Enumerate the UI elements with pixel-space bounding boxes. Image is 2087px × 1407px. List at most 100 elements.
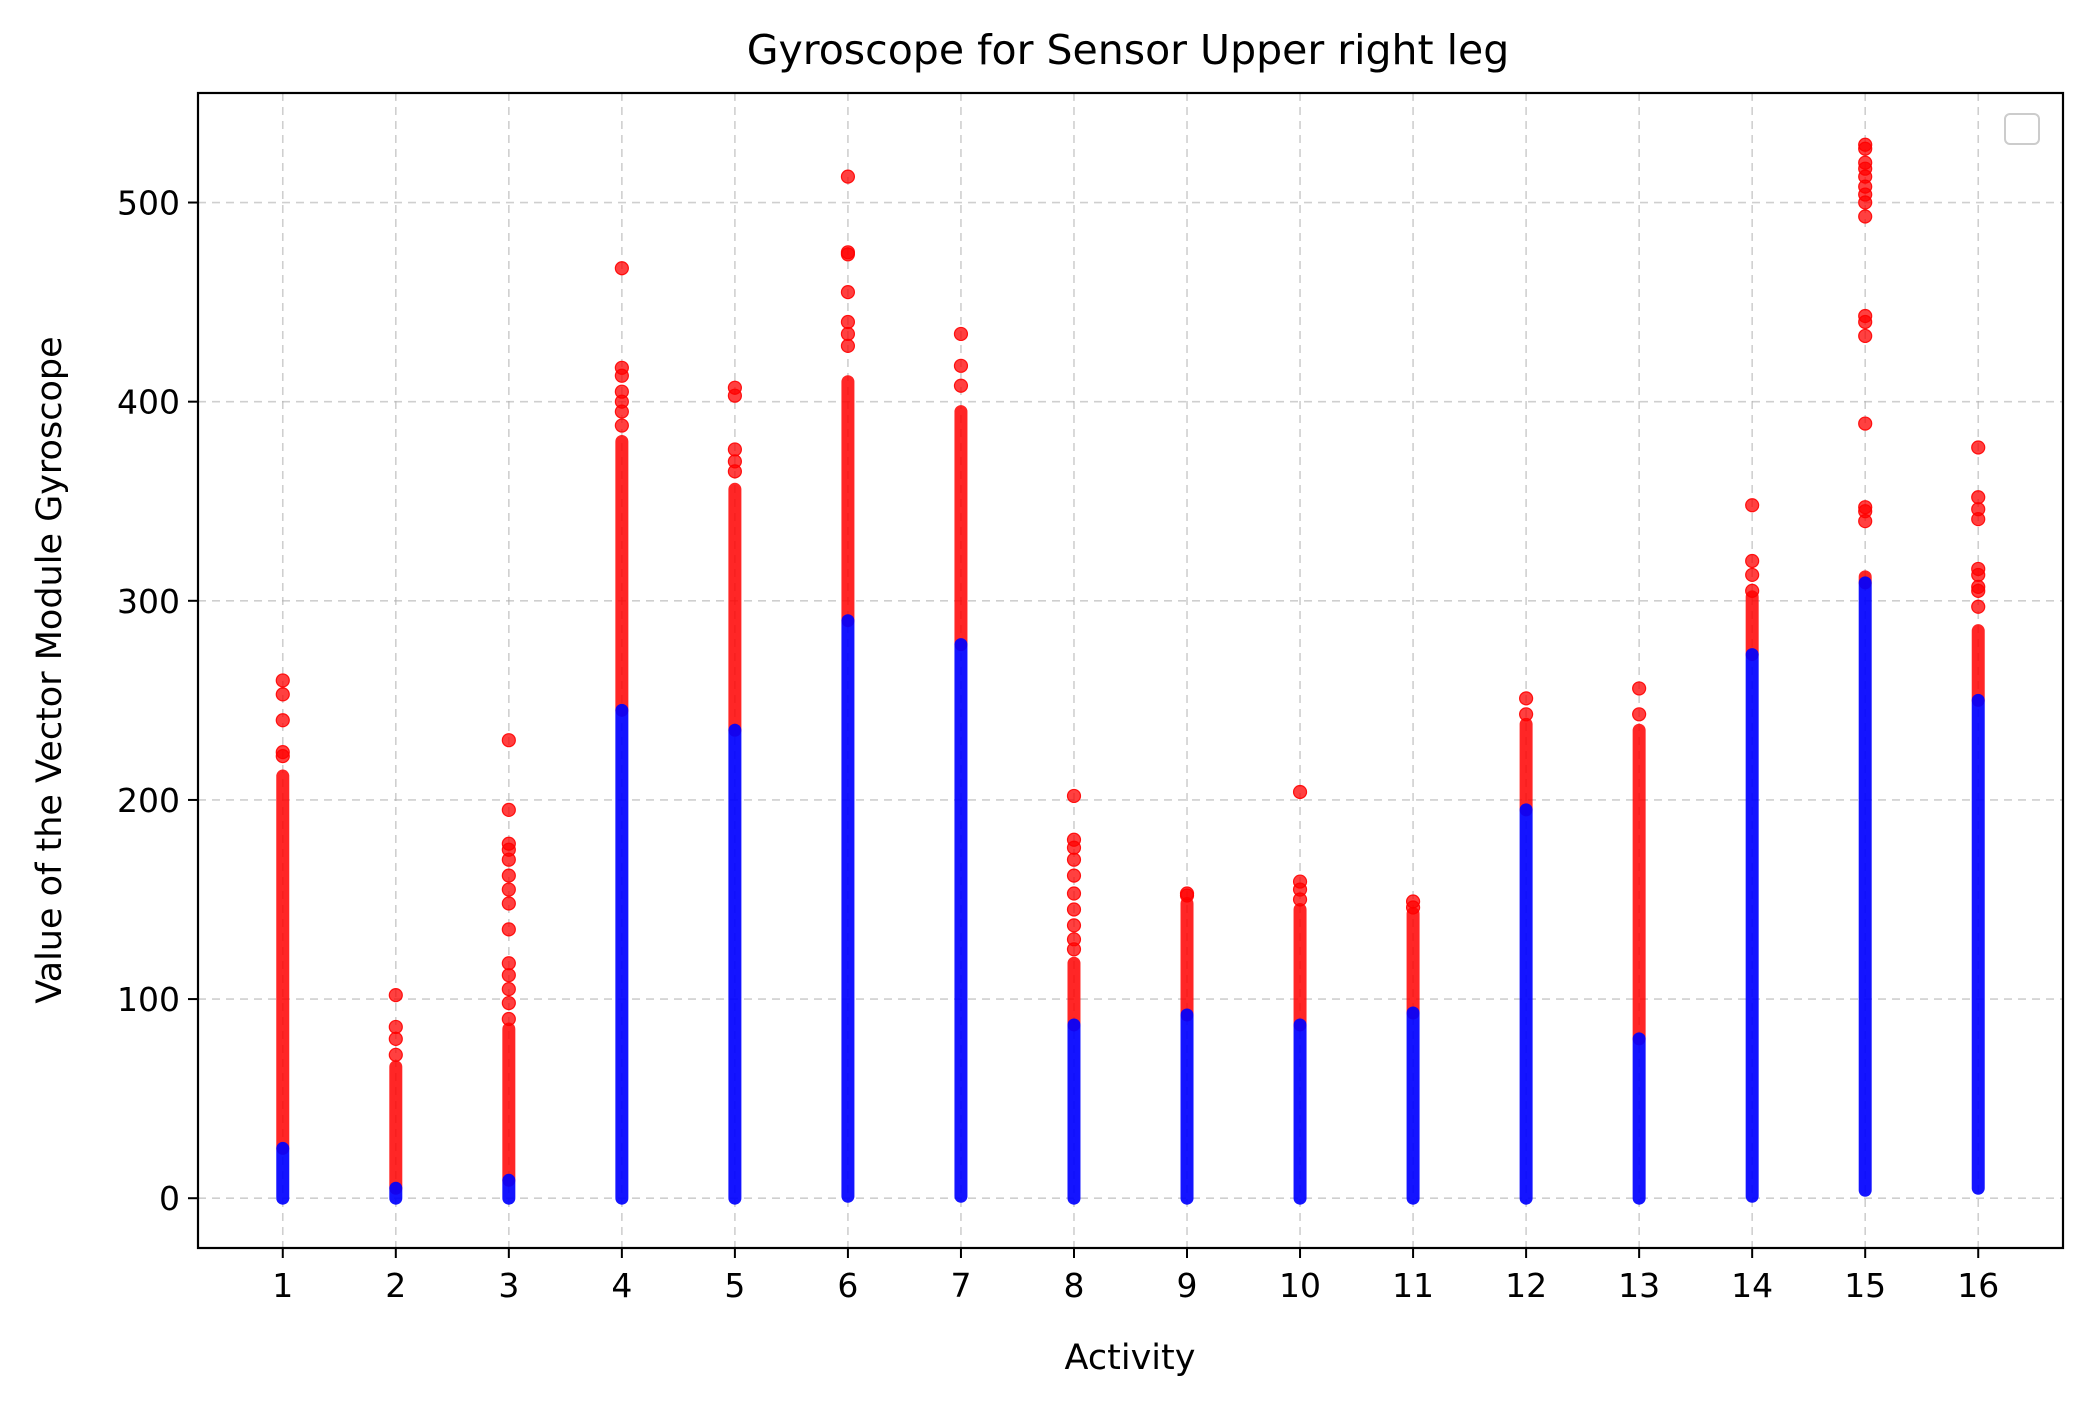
normal-column-activity-9: [1180, 1008, 1194, 1205]
outlier-point: [501, 995, 516, 1011]
outlier-band-activity-14: [1745, 590, 1759, 662]
outlier-band-activity-12: [1519, 717, 1533, 817]
outlier-band-activity-16: [1971, 624, 1985, 707]
outlier-point: [501, 956, 516, 971]
outlier-point: [1745, 567, 1760, 583]
outlier-band-activity-1: [276, 769, 290, 1155]
normal-column-activity-6: [841, 614, 855, 1203]
outlier-point: [388, 1031, 403, 1047]
outlier-point: [1292, 784, 1308, 800]
outlier-point: [501, 968, 516, 983]
outlier-point: [614, 384, 629, 399]
outlier-point: [501, 802, 516, 817]
normal-column-activity-12: [1519, 803, 1533, 1205]
normal-column-activity-13: [1632, 1032, 1646, 1205]
plot-frame: [196, 91, 2065, 1250]
outlier-point: [1179, 886, 1195, 901]
outlier-band-activity-11: [1406, 906, 1420, 1020]
outlier-point: [1971, 579, 1986, 594]
normal-column-activity-4: [615, 703, 629, 1205]
x-tick-label: 16: [1957, 1266, 1999, 1305]
normal-column-activity-11: [1406, 1006, 1420, 1205]
outlier-band-activity-6: [841, 375, 855, 628]
outlier-band-activity-5: [728, 482, 742, 737]
normal-column-activity-10: [1293, 1018, 1307, 1205]
outlier-point: [1292, 874, 1308, 889]
outlier-point: [501, 896, 516, 911]
outlier-point: [1858, 328, 1873, 344]
outlier-point: [275, 745, 290, 760]
outlier-point: [275, 673, 290, 688]
normal-column-activity-8: [1067, 1018, 1081, 1205]
outlier-point: [953, 326, 969, 342]
outlier-point: [1519, 691, 1534, 706]
outlier-band-activity-9: [1180, 896, 1194, 1022]
outlier-point: [1066, 852, 1082, 867]
outlier-point: [1066, 832, 1082, 847]
outlier-point: [1519, 707, 1534, 722]
outlier-point: [1971, 440, 1986, 455]
outlier-point: [388, 987, 403, 1003]
outlier-point: [614, 418, 629, 433]
x-tick-label: 10: [1279, 1266, 1321, 1305]
outlier-point: [840, 169, 856, 184]
normal-column-activity-16: [1971, 693, 1985, 1195]
normal-column-activity-15: [1858, 576, 1872, 1197]
outlier-point: [727, 380, 742, 395]
outlier-point: [953, 378, 969, 393]
outlier-point: [840, 314, 856, 330]
outlier-point: [501, 1011, 516, 1027]
x-tick-label: 13: [1618, 1266, 1660, 1305]
outlier-point: [953, 358, 969, 373]
outlier-band-activity-7: [954, 405, 968, 652]
outlier-point: [388, 1019, 403, 1035]
normal-column-activity-2: [389, 1181, 403, 1205]
x-tick-label: 12: [1505, 1266, 1547, 1305]
outlier-point: [1066, 918, 1082, 933]
x-tick-label: 11: [1392, 1266, 1434, 1305]
outlier-point: [1066, 788, 1082, 804]
x-tick-label: 9: [1177, 1266, 1198, 1305]
normal-column-activity-5: [728, 723, 742, 1205]
outlier-point: [501, 922, 516, 937]
outlier-band-activity-2: [389, 1060, 403, 1195]
normal-column-activity-3: [502, 1173, 516, 1205]
y-tick-label: 100: [117, 980, 180, 1019]
normal-column-activity-1: [276, 1141, 290, 1205]
outlier-point: [1858, 155, 1873, 170]
outlier-point: [614, 360, 629, 375]
normal-column-activity-7: [954, 638, 968, 1203]
outlier-point: [1971, 561, 1986, 577]
legend-box: [2004, 113, 2040, 145]
outlier-point: [1858, 500, 1873, 515]
outlier-band-activity-8: [1067, 956, 1081, 1032]
outlier-point: [501, 868, 516, 883]
outlier-point: [1745, 553, 1760, 569]
outlier-band-activity-4: [615, 434, 629, 717]
outlier-point: [727, 454, 742, 469]
x-tick-label: 4: [611, 1266, 632, 1305]
outlier-point: [1066, 886, 1082, 901]
y-tick-label: 0: [159, 1179, 180, 1218]
outlier-point: [1971, 490, 1986, 505]
x-tick-label: 8: [1063, 1266, 1084, 1305]
y-tick-label: 200: [117, 781, 180, 820]
x-tick-label: 7: [950, 1266, 971, 1305]
normal-column-activity-14: [1745, 648, 1759, 1203]
outlier-point: [1858, 137, 1873, 152]
y-tick-label: 300: [117, 582, 180, 621]
outlier-point: [840, 338, 856, 354]
outlier-point: [1745, 498, 1760, 513]
outlier-band-activity-3: [502, 1022, 516, 1187]
outlier-point: [840, 245, 856, 260]
y-tick-label: 500: [117, 184, 180, 223]
x-tick-label: 1: [272, 1266, 293, 1305]
outlier-point: [1745, 583, 1760, 598]
chart-title: Gyroscope for Sensor Upper right leg: [747, 26, 1510, 74]
outlier-band-activity-10: [1293, 902, 1307, 1032]
outlier-point: [501, 836, 516, 851]
x-tick-label: 5: [724, 1266, 745, 1305]
outlier-point: [275, 713, 290, 728]
